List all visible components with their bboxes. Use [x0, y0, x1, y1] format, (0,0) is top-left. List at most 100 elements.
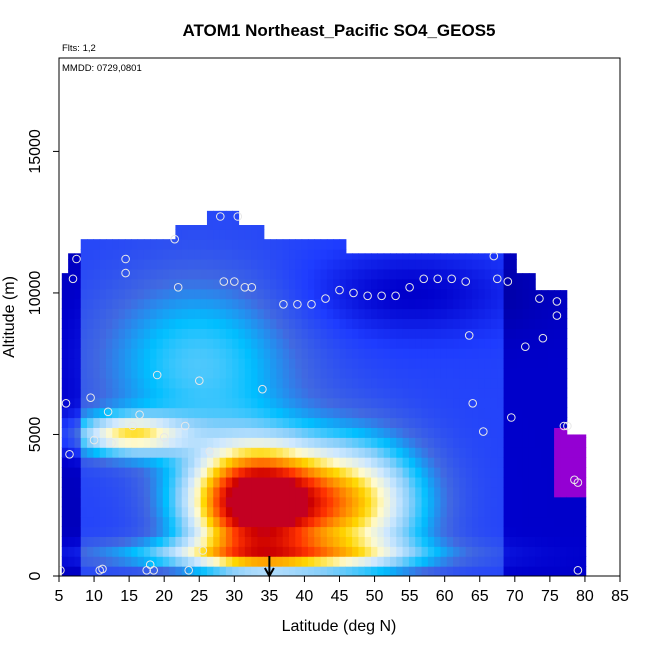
heatmap-cell — [326, 536, 334, 547]
heatmap-cell — [352, 516, 360, 528]
heatmap-cell — [131, 447, 139, 458]
heatmap-cell — [301, 476, 309, 488]
heatmap-cell — [175, 268, 183, 280]
heatmap-cell — [105, 447, 113, 458]
heatmap-cell — [87, 457, 94, 468]
heatmap-cell — [566, 526, 574, 537]
heatmap-cell — [522, 467, 530, 478]
heatmap-cell — [175, 258, 183, 270]
heatmap-cell — [282, 437, 290, 448]
heatmap-cell — [535, 417, 543, 428]
heatmap-cell — [345, 288, 353, 300]
heatmap-cell — [371, 298, 378, 310]
heatmap-cell — [560, 328, 568, 339]
heatmap-cell — [503, 467, 511, 478]
heatmap-cell — [516, 308, 524, 320]
heatmap-cell — [219, 407, 227, 419]
heatmap-cell — [124, 457, 132, 468]
heatmap-cell — [257, 486, 265, 498]
heatmap-cell — [421, 358, 429, 369]
heatmap-cell — [301, 268, 309, 280]
heatmap-cell — [352, 397, 360, 409]
heatmap-cell — [516, 348, 524, 359]
heatmap-cell — [333, 486, 341, 498]
heatmap-cell — [194, 268, 202, 280]
heatmap-cell — [408, 496, 416, 508]
heatmap-cell — [371, 447, 378, 458]
heatmap-cell — [497, 516, 505, 528]
heatmap-cell — [415, 476, 423, 488]
heatmap-cell — [358, 496, 366, 508]
heatmap-cell — [408, 516, 416, 528]
heatmap-cell — [560, 367, 568, 379]
heatmap-cell — [112, 556, 120, 567]
heatmap-cell — [573, 467, 580, 478]
heatmap-cell — [251, 387, 259, 399]
heatmap-cell — [345, 258, 353, 270]
heatmap-cell — [206, 566, 214, 576]
heatmap-cell — [490, 457, 498, 468]
heatmap-cell — [200, 387, 208, 399]
heatmap-cell — [257, 358, 265, 369]
heatmap-cell — [276, 387, 284, 399]
heatmap-cell — [282, 526, 290, 537]
heatmap-cell — [289, 258, 296, 270]
heatmap-cell — [295, 546, 303, 557]
heatmap-cell — [434, 377, 442, 389]
heatmap-cell — [251, 328, 259, 339]
flight-track-point — [521, 342, 530, 352]
heatmap-cell — [440, 387, 448, 399]
heatmap-cell — [453, 288, 461, 300]
heatmap-cell — [124, 367, 132, 379]
heatmap-cell — [99, 407, 107, 419]
heatmap-cell — [352, 417, 360, 428]
heatmap-cell — [509, 447, 517, 458]
heatmap-cell — [352, 526, 360, 537]
heatmap-cell — [219, 210, 227, 220]
heatmap-cell — [554, 486, 561, 498]
heatmap-cell — [213, 447, 221, 458]
heatmap-cell — [251, 536, 259, 547]
heatmap-cell — [484, 328, 492, 339]
heatmap-cell — [232, 308, 240, 320]
heatmap-cell — [301, 556, 309, 567]
heatmap-cell — [503, 253, 511, 260]
heatmap-cell — [339, 348, 347, 359]
heatmap-cell — [307, 486, 315, 498]
heatmap-cell — [219, 556, 227, 567]
heatmap-cell — [112, 417, 120, 428]
heatmap-cell — [459, 496, 467, 508]
heatmap-cell — [415, 457, 423, 468]
heatmap-cell — [295, 308, 303, 320]
heatmap-cell — [541, 476, 549, 488]
heatmap-cell — [427, 288, 435, 300]
heatmap-cell — [194, 288, 202, 300]
heatmap-cell — [244, 377, 252, 389]
heatmap-cell — [194, 258, 202, 270]
heatmap-cell — [105, 417, 113, 428]
heatmap-cell — [74, 496, 82, 508]
heatmap-cell — [156, 249, 164, 260]
heatmap-cell — [137, 427, 145, 438]
heatmap-cell — [124, 506, 132, 518]
heatmap-cell — [465, 437, 473, 448]
heatmap-cell — [169, 387, 177, 399]
heatmap-cell — [408, 506, 416, 518]
heatmap-cell — [295, 338, 303, 349]
heatmap-cell — [150, 249, 158, 260]
heatmap-cell — [263, 348, 271, 359]
heatmap-cell — [219, 516, 227, 528]
heatmap-cell — [371, 427, 378, 438]
heatmap-cell — [112, 348, 120, 359]
heatmap-cell — [503, 566, 511, 576]
heatmap-cell — [181, 506, 189, 518]
heatmap-cell — [320, 486, 328, 498]
heatmap-cell — [169, 348, 177, 359]
heatmap-cell — [509, 417, 517, 428]
heatmap-cell — [560, 358, 568, 369]
heatmap-cell — [459, 377, 467, 389]
heatmap-cell — [225, 496, 233, 508]
heatmap-cell — [194, 397, 202, 409]
heatmap-cell — [472, 566, 479, 576]
heatmap-cell — [61, 298, 69, 310]
